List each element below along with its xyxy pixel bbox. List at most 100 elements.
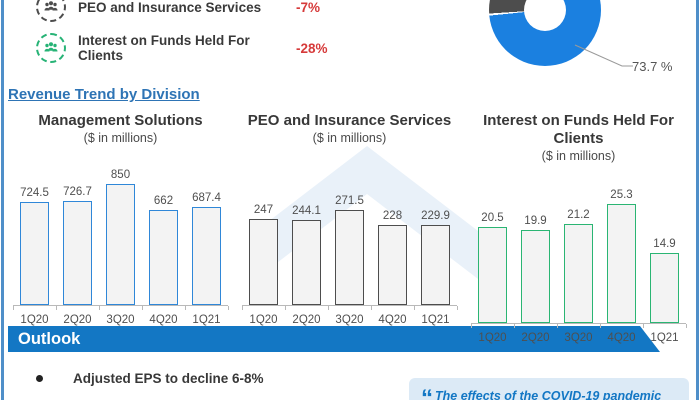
bar-cell: 25.3 xyxy=(600,189,643,323)
x-axis-labels: 1Q20 2Q20 3Q20 4Q20 1Q21 xyxy=(13,314,228,326)
bar-cell: 21.2 xyxy=(557,209,600,323)
bar-cell: 244.1 xyxy=(285,205,328,305)
x-tick-label: 4Q20 xyxy=(149,314,178,326)
summary-change-value: -28% xyxy=(296,40,328,56)
chart-subtitle: ($ in millions) xyxy=(541,149,616,163)
chart-subtitle: ($ in millions) xyxy=(312,131,387,145)
x-tick-label: 2Q20 xyxy=(521,332,550,344)
summary-row-interest: Interest on Funds Held For Clients -28% xyxy=(36,33,328,63)
bar-plot: 247 244.1 271.5 228 229.9 xyxy=(242,155,457,305)
bullet-icon xyxy=(36,375,43,382)
bar-value-label: 20.5 xyxy=(481,212,504,224)
bar-1Q21 xyxy=(650,253,679,323)
bar-cell: 850 xyxy=(99,169,142,305)
bar-value-label: 850 xyxy=(110,169,131,181)
bar-2Q20 xyxy=(63,201,92,305)
bar-4Q20 xyxy=(607,204,636,323)
outlook-bullet: Adjusted EPS to decline 6-8% xyxy=(36,371,264,386)
x-axis-labels: 1Q20 2Q20 3Q20 4Q20 1Q21 xyxy=(471,332,686,344)
chart-peo-insurance: PEO and Insurance Services ($ in million… xyxy=(235,112,464,344)
x-tick-label: 3Q20 xyxy=(106,314,135,326)
bar-cell: 724.5 xyxy=(13,187,56,305)
bar-cell: 19.9 xyxy=(514,215,557,323)
x-tick-label: 1Q21 xyxy=(192,314,221,326)
page-border-right xyxy=(696,0,699,400)
bar-1Q20 xyxy=(20,202,49,305)
bar-1Q21 xyxy=(192,207,221,305)
open-quote-icon: “ xyxy=(421,385,433,400)
bar-cell: 687.4 xyxy=(185,192,228,305)
chart-title: Management Solutions xyxy=(38,112,203,129)
x-tick-label: 3Q20 xyxy=(335,314,364,326)
bar-cell: 271.5 xyxy=(328,195,371,305)
x-tick-label: 1Q21 xyxy=(421,314,450,326)
bar-plot: 724.5 726.7 850 662 687.4 xyxy=(13,155,228,305)
bar-3Q20 xyxy=(106,184,135,305)
outlook-title: Outlook xyxy=(18,329,81,348)
x-axis xyxy=(242,305,458,310)
x-tick-label: 3Q20 xyxy=(564,332,593,344)
people-group-icon xyxy=(36,0,66,22)
charts-row: Management Solutions ($ in millions) 724… xyxy=(6,112,694,344)
bar-value-label: 662 xyxy=(153,195,174,207)
donut-callout-line xyxy=(574,44,633,67)
bar-4Q20 xyxy=(378,225,407,305)
x-tick-label: 2Q20 xyxy=(63,314,92,326)
summary-label: PEO and Insurance Services xyxy=(78,0,262,15)
bar-cell: 247 xyxy=(242,204,285,305)
bar-cell: 662 xyxy=(142,195,185,305)
bar-2Q20 xyxy=(521,230,550,323)
bar-cell: 20.5 xyxy=(471,212,514,323)
x-tick-label: 1Q20 xyxy=(20,314,49,326)
bar-1Q20 xyxy=(249,219,278,305)
quote-box: “The effects of the COVID-19 pandemic co… xyxy=(409,378,689,400)
bar-4Q20 xyxy=(149,210,178,305)
x-tick-label: 1Q21 xyxy=(650,332,679,344)
bar-value-label: 25.3 xyxy=(610,189,633,201)
quote-text: The effects of the COVID-19 pandemic con… xyxy=(435,389,662,400)
bar-value-label: 687.4 xyxy=(192,192,221,204)
chart-title: PEO and Insurance Services xyxy=(247,112,452,129)
bar-3Q20 xyxy=(564,224,593,323)
bar-plot: 20.5 19.9 21.2 25.3 14.9 xyxy=(471,173,686,323)
bar-cell: 229.9 xyxy=(414,210,457,305)
bar-1Q21 xyxy=(421,225,450,305)
x-axis xyxy=(13,305,229,310)
x-tick-label: 1Q20 xyxy=(478,332,507,344)
bar-1Q20 xyxy=(478,227,507,323)
chart-interest-funds: Interest on Funds Held For Clients ($ in… xyxy=(464,112,693,344)
bar-value-label: 724.5 xyxy=(20,187,49,199)
bar-value-label: 244.1 xyxy=(292,205,321,217)
bar-value-label: 14.9 xyxy=(653,238,676,250)
bar-value-label: 21.2 xyxy=(567,209,590,221)
x-tick-label: 1Q20 xyxy=(249,314,278,326)
summary-label: Interest on Funds Held For Clients xyxy=(78,33,250,63)
x-tick-label: 4Q20 xyxy=(607,332,636,344)
bar-value-label: 228 xyxy=(382,210,403,222)
outlook-banner: Outlook xyxy=(8,326,660,352)
bar-3Q20 xyxy=(335,210,364,305)
summary-row-peo: PEO and Insurance Services -7% xyxy=(36,0,320,22)
chart-title: Interest on Funds Held For Clients xyxy=(483,112,674,147)
chart-subtitle: ($ in millions) xyxy=(83,131,158,145)
bar-value-label: 271.5 xyxy=(335,195,364,207)
bar-2Q20 xyxy=(292,220,321,305)
bar-cell: 14.9 xyxy=(643,238,686,323)
x-axis-labels: 1Q20 2Q20 3Q20 4Q20 1Q21 xyxy=(242,314,457,326)
bar-cell: 726.7 xyxy=(56,186,99,305)
page-border-left xyxy=(1,0,4,400)
x-axis xyxy=(471,323,687,328)
chart-management-solutions: Management Solutions ($ in millions) 724… xyxy=(6,112,235,344)
bar-value-label: 247 xyxy=(253,204,274,216)
x-tick-label: 2Q20 xyxy=(292,314,321,326)
bar-value-label: 726.7 xyxy=(63,186,92,198)
bar-value-label: 229.9 xyxy=(421,210,450,222)
summary-change-value: -7% xyxy=(296,0,321,15)
x-tick-label: 4Q20 xyxy=(378,314,407,326)
bar-value-label: 19.9 xyxy=(524,215,547,227)
revenue-trend-heading[interactable]: Revenue Trend by Division xyxy=(8,86,200,103)
outlook-bullet-text: Adjusted EPS to decline 6-8% xyxy=(73,371,264,386)
bar-cell: 228 xyxy=(371,210,414,305)
people-group-icon xyxy=(36,33,66,63)
